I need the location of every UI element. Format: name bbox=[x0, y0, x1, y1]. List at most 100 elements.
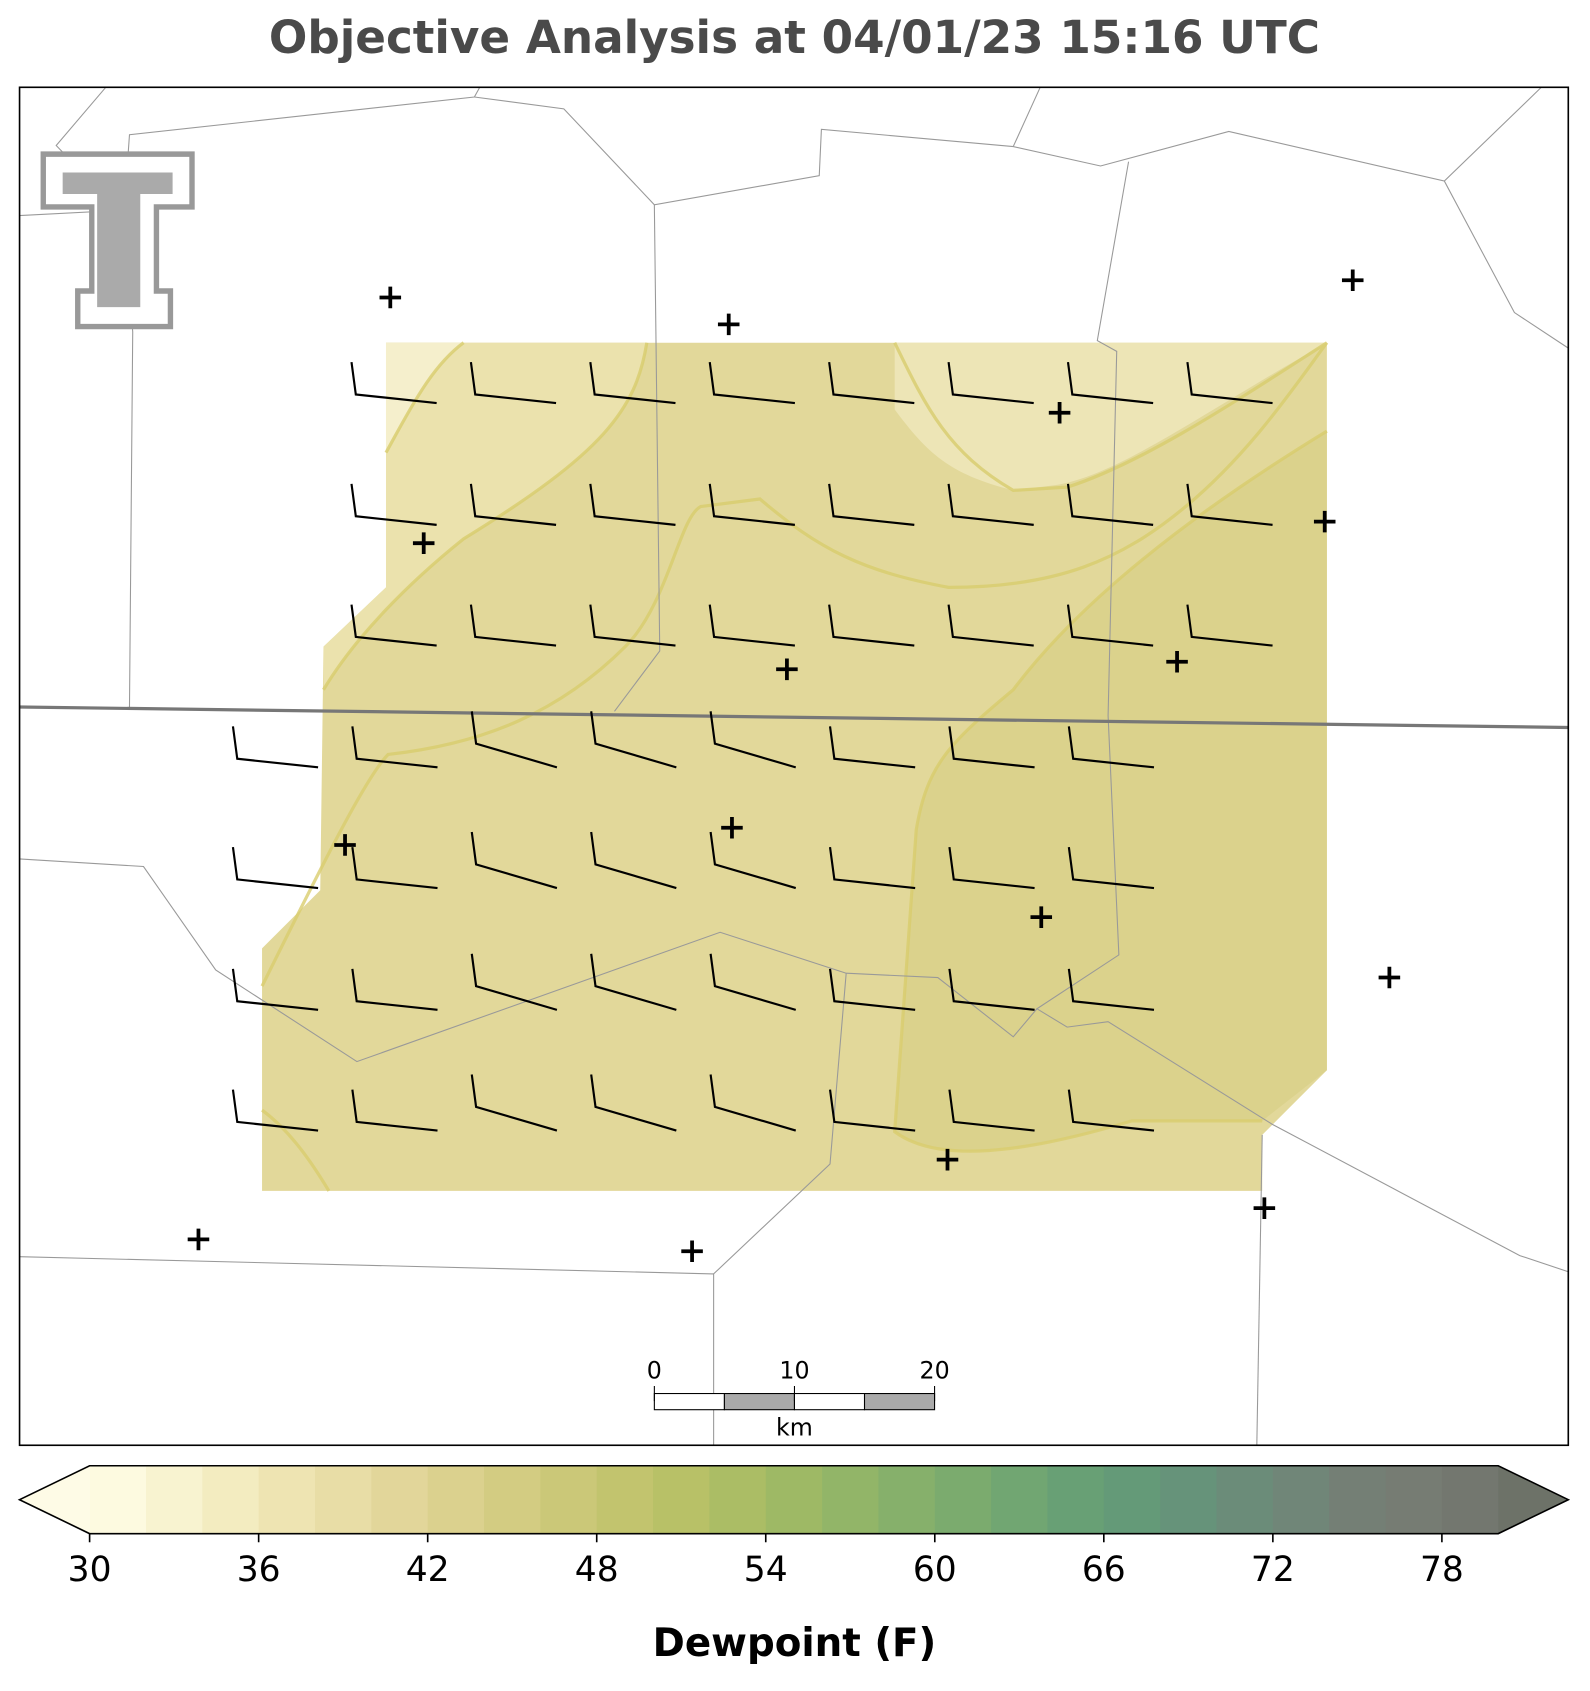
colorbar-tick-label: 72 bbox=[1251, 1550, 1295, 1590]
colorbar-tick-label: 30 bbox=[68, 1550, 112, 1590]
colorbar-segment bbox=[202, 1465, 260, 1534]
map-frame bbox=[18, 86, 1570, 1447]
station bbox=[721, 816, 743, 839]
scale-segment bbox=[863, 1393, 936, 1411]
station bbox=[936, 1148, 959, 1171]
colorbar-tick-label: 48 bbox=[575, 1550, 619, 1590]
wind-barb bbox=[470, 711, 558, 769]
analysis-fill-lighter bbox=[385, 342, 464, 453]
wind-barb bbox=[350, 604, 437, 647]
stations bbox=[187, 269, 1401, 1263]
title: Objective Analysis at 04/01/23 15:16 UTC bbox=[269, 11, 1320, 64]
station bbox=[187, 1228, 210, 1251]
wind-barb bbox=[1186, 361, 1273, 405]
wind-barb bbox=[351, 968, 438, 1011]
wind-barb bbox=[469, 483, 557, 526]
station bbox=[1166, 650, 1188, 673]
colorbar-segment bbox=[1385, 1465, 1443, 1534]
station bbox=[1030, 906, 1053, 928]
wind-barb bbox=[1067, 726, 1155, 769]
wind-barb bbox=[231, 1089, 319, 1132]
wind-barb bbox=[231, 846, 319, 890]
wind-barb bbox=[828, 1089, 916, 1132]
colorbar-segment bbox=[1047, 1465, 1105, 1534]
scale-segment bbox=[723, 1393, 795, 1411]
wind-barb bbox=[1066, 604, 1154, 647]
colorbar-tick-label: 60 bbox=[913, 1550, 957, 1590]
scale-segment bbox=[653, 1393, 725, 1411]
colorbar-segment bbox=[427, 1465, 485, 1534]
colorbar-segment bbox=[991, 1465, 1049, 1534]
wind-barb bbox=[948, 1089, 1035, 1132]
station bbox=[379, 286, 402, 309]
colorbar-segment bbox=[1272, 1465, 1330, 1534]
wind-barb bbox=[828, 361, 915, 405]
colorbar-segment bbox=[822, 1465, 879, 1534]
colorbar-tick-label: 42 bbox=[406, 1550, 450, 1590]
station bbox=[776, 658, 798, 681]
colorbar-segment bbox=[596, 1465, 654, 1534]
logo bbox=[40, 151, 195, 330]
wind-barb bbox=[1066, 483, 1154, 526]
scale-tick-label: 10 bbox=[779, 1356, 809, 1384]
colorbar-tick-label: 36 bbox=[237, 1550, 281, 1590]
colorbar-label: Dewpoint (F) bbox=[653, 1621, 937, 1666]
colorbar-segment bbox=[371, 1465, 429, 1534]
wind-barb bbox=[1066, 361, 1154, 405]
station bbox=[1253, 1197, 1276, 1219]
wind-barb bbox=[589, 483, 676, 526]
wind-barb bbox=[590, 953, 677, 1011]
wind-barb bbox=[1067, 1089, 1155, 1132]
wind-barb bbox=[351, 1089, 438, 1132]
wind-barb bbox=[231, 968, 319, 1011]
wind-barb bbox=[590, 711, 677, 769]
colorbar-segment bbox=[1441, 1465, 1499, 1534]
map bbox=[18, 86, 1570, 1447]
colorbar-segment bbox=[709, 1465, 767, 1534]
wind-barb bbox=[590, 831, 677, 890]
station bbox=[412, 532, 435, 554]
scale-bar: 0 10 20 km bbox=[647, 1356, 950, 1441]
wind-barb bbox=[709, 1074, 797, 1132]
wind-barb bbox=[708, 483, 796, 526]
scale-tick-label: 0 bbox=[647, 1356, 662, 1384]
station bbox=[1048, 402, 1071, 424]
wind-barb bbox=[1186, 604, 1273, 647]
station bbox=[1313, 510, 1336, 533]
scale-segment bbox=[793, 1393, 866, 1411]
colorbar-extend-low bbox=[19, 1465, 90, 1534]
wind-barb bbox=[351, 846, 438, 890]
analysis-fill-dark bbox=[894, 431, 1327, 1152]
wind-barb bbox=[350, 361, 437, 405]
analysis-fill-light bbox=[894, 342, 1327, 491]
station bbox=[717, 313, 740, 336]
wind-barb bbox=[589, 604, 676, 647]
wind-barb bbox=[709, 831, 797, 890]
wind-barb bbox=[1067, 846, 1155, 890]
colorbar-tick-label: 66 bbox=[1082, 1550, 1126, 1590]
station bbox=[681, 1240, 703, 1263]
colorbar-segment bbox=[1329, 1465, 1387, 1534]
wind-barb bbox=[947, 361, 1034, 405]
wind-barb bbox=[350, 483, 437, 526]
wind-barb bbox=[828, 483, 915, 526]
colorbar-segment bbox=[934, 1465, 992, 1534]
colorbar-segment bbox=[1160, 1465, 1218, 1534]
station bbox=[1341, 269, 1364, 291]
wind-barb bbox=[231, 726, 319, 769]
wind-barb bbox=[948, 726, 1035, 769]
colorbar-segment bbox=[1103, 1465, 1161, 1534]
wind-barb bbox=[1186, 483, 1273, 526]
wind-barb bbox=[948, 846, 1035, 890]
wind-barb bbox=[470, 831, 558, 890]
colorbar-segment bbox=[878, 1465, 936, 1534]
wind-barb bbox=[948, 968, 1035, 1011]
wind-barb bbox=[828, 604, 915, 647]
wind-barb bbox=[469, 604, 557, 647]
wind-barb bbox=[708, 361, 796, 405]
wind-barb bbox=[470, 953, 558, 1011]
wind-barb bbox=[589, 361, 676, 405]
wind-barbs bbox=[231, 361, 1273, 1132]
colorbar-tick-label: 54 bbox=[744, 1550, 788, 1590]
